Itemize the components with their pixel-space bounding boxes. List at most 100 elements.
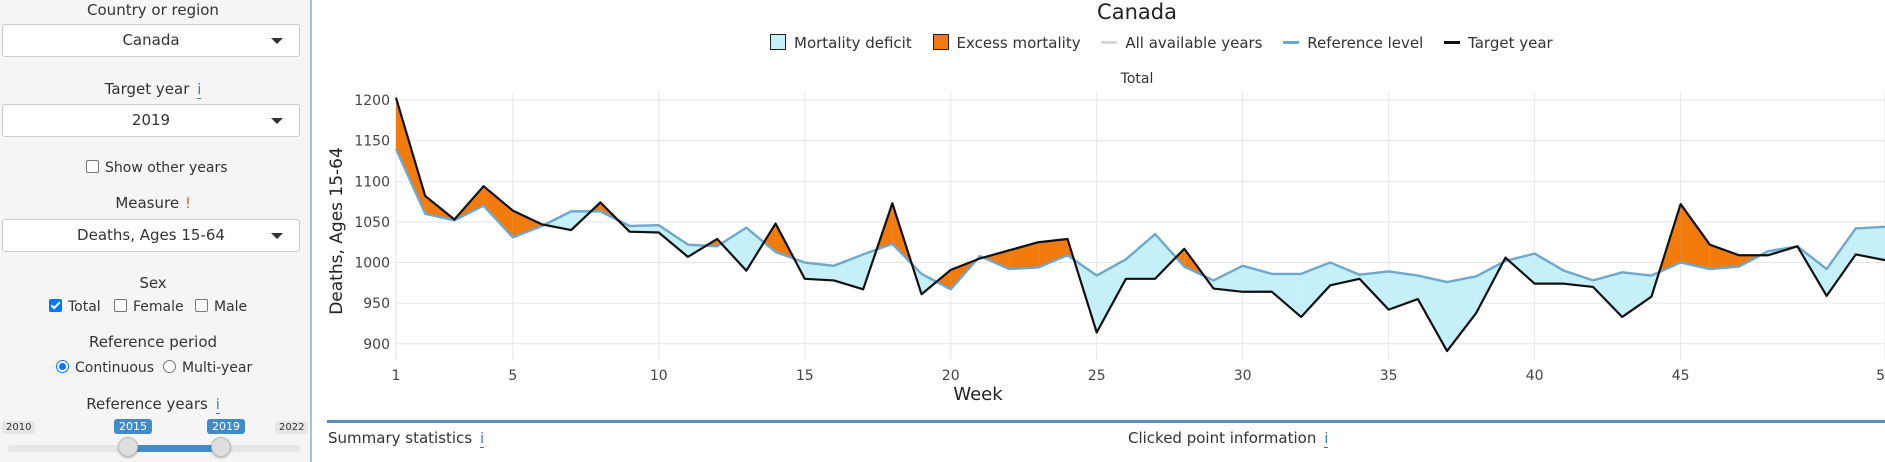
sex-female-checkbox[interactable] — [114, 299, 127, 312]
y-tick-label: 1100 — [354, 174, 390, 190]
target-year-line[interactable] — [394, 97, 1885, 353]
x-tick-label: 15 — [796, 368, 814, 384]
target-year-select-value: 2019 — [131, 111, 171, 129]
slider-selected-range — [128, 445, 221, 452]
deficit-area — [1301, 262, 1331, 317]
chart-title: Canada — [1097, 0, 1177, 24]
sex-option-label: Male — [214, 299, 248, 315]
show-other-years-checkbox[interactable] — [86, 160, 99, 173]
deficit-area — [921, 273, 937, 295]
reference-level-line[interactable] — [394, 148, 1885, 291]
excess-area — [396, 97, 426, 214]
country-label: Country or region — [87, 1, 219, 19]
x-tick-label: 30 — [1234, 368, 1252, 384]
x-tick-label: 5 — [508, 368, 517, 384]
x-tick-label: 52 — [1876, 368, 1885, 384]
info-icon[interactable]: i — [480, 431, 485, 448]
sidebar: Country or region Canada Target year i 20… — [0, 0, 312, 462]
slider-max-label: 2022 — [275, 421, 309, 434]
slider-to-handle[interactable] — [211, 437, 231, 457]
country-select[interactable]: Canada — [2, 24, 300, 57]
country-select-value: Canada — [122, 31, 180, 49]
sex-option-male[interactable]: Male — [195, 299, 247, 315]
deficit-area — [1388, 271, 1418, 310]
clicked-point-label: Clicked point information — [1128, 429, 1317, 447]
reference-years-label: Reference years — [86, 395, 208, 413]
sex-label: Sex — [139, 274, 167, 292]
reference-period-multi-year[interactable]: Multi-year — [163, 360, 252, 376]
slider-from-handle[interactable] — [118, 437, 138, 457]
y-tick-label: 1000 — [354, 256, 390, 272]
legend-label: Reference level — [1307, 34, 1424, 52]
y-tick-label: 900 — [363, 337, 390, 353]
sex-option-female[interactable]: Female — [114, 299, 184, 315]
legend-item-excess-mortality[interactable]: Excess mortality — [932, 34, 1081, 52]
measure-select-value: Deaths, Ages 15-64 — [77, 226, 225, 244]
deficit-area — [1213, 265, 1243, 292]
legend-label: Excess mortality — [956, 34, 1081, 52]
excess-area — [512, 210, 542, 238]
legend-item-all-available-years[interactable]: All available years — [1101, 34, 1263, 52]
measure-label-row: Measure! — [0, 194, 306, 212]
x-tick-label: 35 — [1380, 368, 1398, 384]
target-year-select[interactable]: 2019 — [2, 104, 300, 137]
reference-period-option-label: Multi-year — [182, 360, 253, 376]
info-icon[interactable]: i — [197, 82, 202, 99]
deficit-area — [1508, 253, 1535, 284]
deficit-area — [1155, 234, 1176, 279]
slider-to-label: 2019 — [207, 419, 245, 434]
y-tick-label: 1150 — [354, 134, 390, 150]
excess-area — [983, 250, 1010, 270]
legend-item-mortality-deficit[interactable]: Mortality deficit — [770, 34, 912, 52]
continuous-radio[interactable] — [56, 360, 69, 373]
excess-area — [763, 223, 776, 252]
deficit-area — [1125, 234, 1156, 279]
deficit-area — [721, 227, 747, 271]
x-tick-label: 25 — [1088, 368, 1106, 384]
info-icon[interactable]: i — [1324, 431, 1329, 448]
show-other-years-option[interactable]: Show other years — [86, 160, 228, 176]
sex-total-checkbox[interactable] — [49, 299, 62, 312]
summary-statistics-header: Summary statistics i — [328, 429, 485, 448]
x-tick-label: 20 — [942, 368, 960, 384]
deficit-area — [1622, 272, 1652, 317]
legend-swatch — [1283, 41, 1300, 44]
sex-male-checkbox[interactable] — [195, 299, 208, 312]
deficit-area — [1855, 226, 1885, 261]
deficit-area — [1826, 228, 1856, 296]
sex-option-label: Total — [68, 299, 101, 315]
deficit-area — [629, 225, 659, 233]
reference-period-label: Reference period — [88, 333, 218, 351]
multi-year-radio[interactable] — [163, 360, 176, 373]
excess-area — [936, 269, 951, 290]
deficit-area — [746, 227, 764, 271]
show-other-years-label: Show other years — [105, 160, 228, 176]
legend-item-target-year[interactable]: Target year — [1444, 34, 1553, 52]
x-tick-label: 1 — [392, 368, 401, 384]
legend-swatch — [1444, 41, 1461, 44]
warning-icon[interactable]: ! — [185, 196, 191, 212]
deficit-area — [1359, 271, 1389, 310]
reference-period-continuous[interactable]: Continuous — [56, 360, 154, 376]
reference-years-label-row: Reference years i — [0, 395, 306, 414]
deficit-area — [1417, 275, 1448, 352]
sex-option-total[interactable]: Total — [49, 299, 101, 315]
measure-select[interactable]: Deaths, Ages 15-64 — [2, 219, 300, 252]
excess-area — [483, 186, 513, 238]
legend-item-reference-level[interactable]: Reference level — [1283, 34, 1423, 52]
reference-period-option-label: Continuous — [75, 360, 155, 376]
chart-legend: Mortality deficit Excess mortality All a… — [770, 34, 1569, 52]
deficit-area — [1447, 276, 1477, 352]
summary-statistics-label: Summary statistics — [328, 429, 473, 447]
excess-area — [1038, 238, 1068, 268]
deficit-area — [804, 262, 834, 281]
legend-label: All available years — [1125, 34, 1263, 52]
sex-option-label: Female — [133, 299, 184, 315]
measure-label: Measure — [115, 194, 180, 212]
y-axis-title: Deaths, Ages 15-64 — [327, 147, 347, 315]
legend-label: Target year — [1468, 34, 1553, 52]
slider-min-label: 2010 — [2, 421, 36, 434]
info-icon[interactable]: i — [215, 397, 220, 414]
excess-area — [1680, 204, 1710, 270]
